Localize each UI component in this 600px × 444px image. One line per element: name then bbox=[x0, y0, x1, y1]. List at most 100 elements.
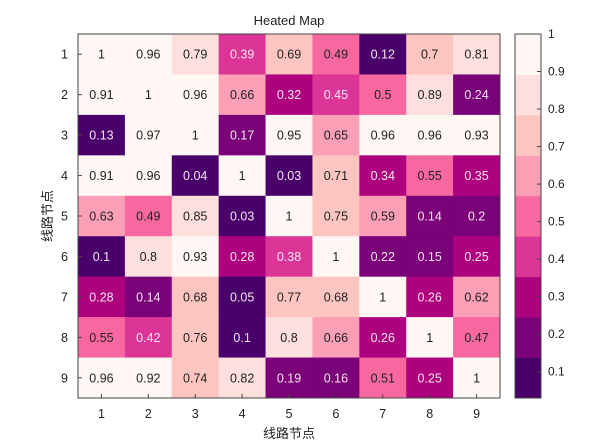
heatmap-cell bbox=[312, 155, 360, 197]
heatmap-cell bbox=[359, 74, 407, 116]
cell-label: 0.68 bbox=[183, 290, 207, 304]
x-axis-label: 线路节点 bbox=[263, 426, 315, 441]
heatmap-cell bbox=[312, 357, 360, 399]
cell-label: 0.91 bbox=[89, 88, 113, 102]
cell-label: 1 bbox=[98, 48, 105, 62]
heatmap-cell bbox=[312, 236, 360, 278]
heatmap-cell bbox=[218, 357, 267, 399]
cell-label: 0.82 bbox=[230, 371, 254, 385]
heatmap-cell bbox=[124, 74, 173, 116]
cell-label: 0.28 bbox=[230, 250, 254, 264]
y-tick-label: 9 bbox=[61, 371, 68, 385]
cell-label: 0.79 bbox=[183, 48, 207, 62]
heatmap-cell bbox=[78, 317, 126, 359]
y-tick-label: 8 bbox=[61, 331, 68, 345]
cell-label: 0.62 bbox=[464, 290, 488, 304]
cell-label: 0.39 bbox=[230, 48, 254, 62]
heatmap-cell bbox=[218, 276, 267, 318]
heatmap-cell bbox=[171, 276, 220, 318]
cell-label: 0.04 bbox=[183, 169, 207, 183]
cell-label: 0.63 bbox=[89, 210, 113, 224]
cell-label: 0.19 bbox=[277, 371, 301, 385]
cell-label: 0.77 bbox=[277, 290, 301, 304]
heatmap-cell bbox=[171, 236, 220, 278]
colorbar-frame bbox=[514, 33, 542, 399]
heatmap-cell bbox=[124, 34, 173, 75]
heatmap-cell bbox=[171, 195, 220, 237]
x-tick-label: 6 bbox=[332, 407, 339, 421]
cell-label: 0.38 bbox=[277, 250, 301, 264]
cell-label: 0.51 bbox=[371, 371, 395, 385]
cell-label: 0.15 bbox=[417, 250, 441, 264]
heatmap-cell bbox=[265, 34, 313, 75]
x-tick-label: 7 bbox=[379, 407, 386, 421]
cell-label: 0.96 bbox=[417, 129, 441, 143]
cell-label: 0.03 bbox=[277, 169, 301, 183]
cell-label: 0.81 bbox=[464, 48, 488, 62]
heatmap-cell bbox=[218, 195, 267, 237]
colorbar-segment bbox=[515, 276, 541, 318]
cell-label: 0.22 bbox=[371, 250, 395, 264]
cell-label: 0.25 bbox=[417, 371, 441, 385]
heatmap-cell bbox=[359, 276, 407, 318]
y-tick-label: 6 bbox=[61, 250, 68, 264]
heatmap-cell bbox=[453, 114, 501, 156]
heatmap-cell bbox=[453, 317, 501, 359]
heatmap-cell bbox=[218, 114, 267, 156]
cell-label: 0.1 bbox=[93, 250, 110, 264]
colorbar-tick-label: 0.8 bbox=[548, 102, 565, 116]
heatmap-cell bbox=[453, 34, 501, 75]
colorbar-segment bbox=[515, 114, 541, 156]
heatmap-cell bbox=[265, 155, 313, 197]
heatmap-cell bbox=[124, 155, 173, 197]
y-tick-label: 3 bbox=[61, 129, 68, 143]
cell-label: 0.68 bbox=[324, 290, 348, 304]
colorbar-tick-label: 0.5 bbox=[548, 215, 565, 229]
heatmap-cell bbox=[78, 236, 126, 278]
heatmap-cell bbox=[265, 114, 313, 156]
x-tick-label: 3 bbox=[192, 407, 199, 421]
cell-label: 0.75 bbox=[324, 210, 348, 224]
heatmap-cell bbox=[265, 74, 313, 116]
x-tick-label: 5 bbox=[286, 407, 293, 421]
heatmap-cell bbox=[78, 195, 126, 237]
cell-label: 0.76 bbox=[183, 331, 207, 345]
x-tick-label: 1 bbox=[98, 407, 105, 421]
heatmap-cell bbox=[78, 34, 126, 75]
x-tick-label: 9 bbox=[473, 407, 480, 421]
colorbar: 0.1 0.2 0.3 0.4 0.5 0.6 0.7 0.8 0.9 1 bbox=[514, 27, 565, 399]
colorbar-tick-label: 0.9 bbox=[548, 65, 565, 79]
cell-label: 0.96 bbox=[371, 129, 395, 143]
cell-label: 0.13 bbox=[89, 129, 113, 143]
cell-label: 0.49 bbox=[324, 48, 348, 62]
cell-label: 0.24 bbox=[464, 88, 488, 102]
cell-label: 0.97 bbox=[136, 129, 160, 143]
heatmap-cell bbox=[124, 195, 173, 237]
heatmap-cell bbox=[312, 276, 360, 318]
cell-label: 0.1 bbox=[233, 331, 250, 345]
cell-label: 0.47 bbox=[464, 331, 488, 345]
y-tick-label: 5 bbox=[61, 210, 68, 224]
heatmap-cell bbox=[453, 74, 501, 116]
heatmap-cell bbox=[406, 357, 454, 399]
cell-label: 0.69 bbox=[277, 48, 301, 62]
cell-label: 0.25 bbox=[464, 250, 488, 264]
cell-label: 0.42 bbox=[136, 331, 160, 345]
colorbar-tick-label: 0.6 bbox=[548, 177, 565, 191]
heatmap-cell bbox=[359, 34, 407, 75]
cell-label: 0.03 bbox=[230, 210, 254, 224]
cell-label: 0.26 bbox=[417, 290, 441, 304]
cell-label: 0.96 bbox=[136, 169, 160, 183]
cell-label: 1 bbox=[286, 210, 293, 224]
colorbar-segment bbox=[515, 317, 541, 359]
cell-label: 0.59 bbox=[371, 210, 395, 224]
heatmap-cell bbox=[406, 155, 454, 197]
x-tick-label: 4 bbox=[239, 407, 246, 421]
heatmap-cell bbox=[453, 236, 501, 278]
cell-label: 0.8 bbox=[280, 331, 297, 345]
cell-label: 0.5 bbox=[374, 88, 391, 102]
heatmap-cell bbox=[171, 34, 220, 75]
colorbar-tick-label: 0.2 bbox=[548, 327, 565, 341]
cell-label: 1 bbox=[239, 169, 246, 183]
cell-label: 1 bbox=[426, 331, 433, 345]
